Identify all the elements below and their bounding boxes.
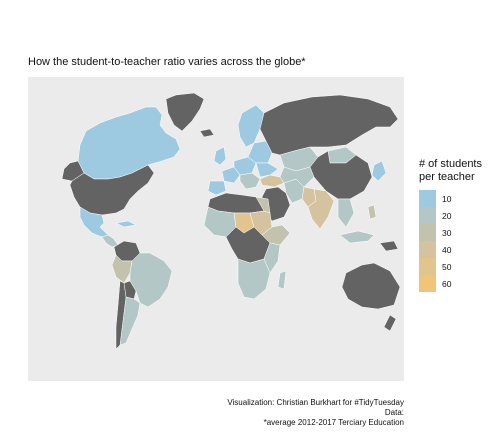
- region-central-america: [101, 234, 119, 248]
- region-new-zealand: [383, 314, 397, 332]
- region-italy-balkans: [239, 172, 261, 190]
- region-southern-africa: [237, 258, 271, 300]
- legend-items: 10 20 30 40 50 60: [419, 190, 499, 292]
- region-peru: [111, 254, 133, 284]
- region-caribbean: [115, 220, 137, 228]
- legend-swatch: [419, 224, 436, 241]
- region-brazil: [129, 252, 173, 308]
- region-uk: [213, 146, 227, 166]
- region-iceland: [199, 128, 215, 138]
- region-north-africa: [207, 192, 267, 214]
- region-iberia: [207, 180, 227, 196]
- region-korea-japan: [371, 160, 387, 182]
- caption-footnote: *average 2012-2017 Terciary Education: [263, 418, 404, 427]
- legend-title: # of students per teacher: [419, 158, 482, 183]
- legend-item: 50: [419, 258, 499, 275]
- region-ukraine: [255, 162, 279, 178]
- legend-label: 10: [442, 193, 452, 204]
- region-indonesia: [339, 230, 375, 244]
- legend-swatch: [419, 190, 436, 207]
- legend-swatch: [419, 258, 436, 275]
- map-panel: [28, 77, 404, 381]
- region-chile: [115, 280, 127, 350]
- caption: Visualization: Christian Burkhart for #T…: [227, 398, 404, 428]
- region-united-states: [69, 164, 155, 216]
- legend-item: 60: [419, 275, 499, 292]
- legend-item: 10: [419, 190, 499, 207]
- legend-label: 50: [442, 261, 452, 272]
- legend-item: 30: [419, 224, 499, 241]
- region-russia: [259, 94, 399, 156]
- legend-item: 20: [419, 207, 499, 224]
- region-madagascar: [277, 270, 287, 290]
- legend-label: 20: [442, 210, 452, 221]
- caption-data-source: Data:: [384, 408, 404, 417]
- legend-swatch: [419, 275, 436, 292]
- region-papua: [379, 240, 399, 252]
- region-france: [221, 166, 241, 184]
- legend: # of students per teacher 10 20 30 40 50: [419, 158, 499, 292]
- legend-item: 40: [419, 241, 499, 258]
- region-greenland: [165, 92, 205, 132]
- region-canada: [77, 106, 181, 180]
- legend-swatch: [419, 241, 436, 258]
- legend-label: 30: [442, 227, 452, 238]
- region-southeast-asia: [337, 198, 355, 228]
- chart-title: How the student-to-teacher ratio varies …: [28, 56, 306, 68]
- region-scandinavia: [237, 104, 265, 148]
- world-map: [61, 92, 401, 350]
- legend-label: 40: [442, 244, 452, 255]
- region-india: [307, 188, 335, 230]
- caption-credit: Visualization: Christian Burkhart for #T…: [227, 398, 404, 407]
- region-philippines: [367, 204, 377, 220]
- legend-label: 60: [442, 278, 452, 289]
- legend-swatch: [419, 207, 436, 224]
- region-australia: [341, 262, 401, 310]
